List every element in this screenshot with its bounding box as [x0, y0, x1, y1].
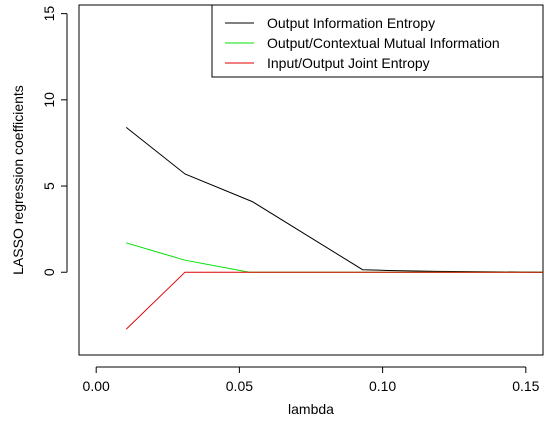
y-tick-label: 15 — [41, 6, 57, 22]
x-tick-label: 0.05 — [226, 378, 253, 394]
series-line-3 — [125, 271, 543, 330]
y-tick-label: 5 — [41, 182, 57, 190]
x-tick-label: 0.00 — [83, 378, 110, 394]
x-axis: 0.00 0.05 0.10 0.15 — [83, 366, 540, 394]
legend-label: Output/Contextual Mutual Information — [267, 35, 500, 51]
y-tick-label: 10 — [41, 92, 57, 108]
y-axis-title: LASSO regression coefficients — [10, 85, 26, 275]
legend: Output Information Entropy Output/Context… — [211, 4, 544, 78]
x-axis-title: lambda — [288, 401, 334, 417]
legend-label: Input/Output Joint Entropy — [267, 55, 430, 71]
y-axis: 0 5 10 15 — [41, 6, 68, 276]
legend-box — [211, 4, 544, 78]
y-tick-label: 0 — [41, 268, 57, 276]
legend-label: Output Information Entropy — [267, 15, 435, 31]
x-tick-label: 0.10 — [369, 378, 396, 394]
x-tick-label: 0.15 — [512, 378, 539, 394]
series-line-1 — [125, 127, 544, 273]
series-line-2 — [126, 242, 543, 273]
series-layer — [125, 127, 544, 330]
